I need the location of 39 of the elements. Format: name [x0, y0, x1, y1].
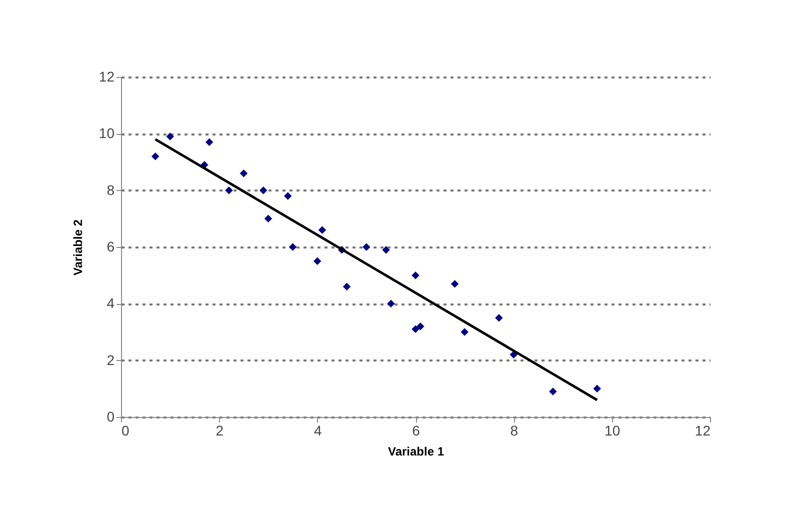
- y-tick-label: 6: [106, 238, 115, 254]
- point: [342, 282, 351, 291]
- point: [362, 243, 370, 251]
- point: [549, 388, 557, 396]
- point: [412, 271, 420, 280]
- y-tick-label: 0: [106, 408, 115, 424]
- point: [225, 186, 233, 194]
- point: [416, 322, 424, 330]
- point: [387, 300, 395, 308]
- x-axis-title: Variable 1: [388, 444, 444, 458]
- x-tick-label: 6: [412, 422, 420, 438]
- x-tick-label: 8: [510, 422, 518, 438]
- x-tick-label: 0: [122, 422, 130, 438]
- y-axis-title: Variable 2: [70, 219, 85, 276]
- point: [264, 214, 272, 223]
- y-tick-label: 8: [106, 182, 115, 198]
- point: [151, 152, 160, 160]
- y-tick-label: 10: [98, 125, 115, 142]
- point: [240, 169, 248, 178]
- x-tick-label: 12: [694, 422, 711, 438]
- point: [318, 226, 326, 234]
- point: [495, 314, 503, 322]
- point: [412, 325, 420, 334]
- point: [450, 280, 459, 288]
- point: [593, 384, 601, 393]
- point: [259, 186, 268, 194]
- point: [205, 138, 214, 146]
- x-tick-label: 4: [314, 422, 322, 438]
- x-tick-label: 2: [216, 422, 224, 438]
- y-tick-label: 4: [106, 295, 115, 312]
- point: [313, 257, 322, 266]
- point: [382, 246, 390, 254]
- point: [460, 328, 468, 336]
- point: [288, 243, 297, 251]
- point: [284, 192, 292, 200]
- x-tick-label: 10: [604, 422, 620, 438]
- y-tick-label: 2: [106, 352, 115, 368]
- point: [166, 132, 174, 140]
- y-tick-label: 12: [98, 68, 115, 84]
